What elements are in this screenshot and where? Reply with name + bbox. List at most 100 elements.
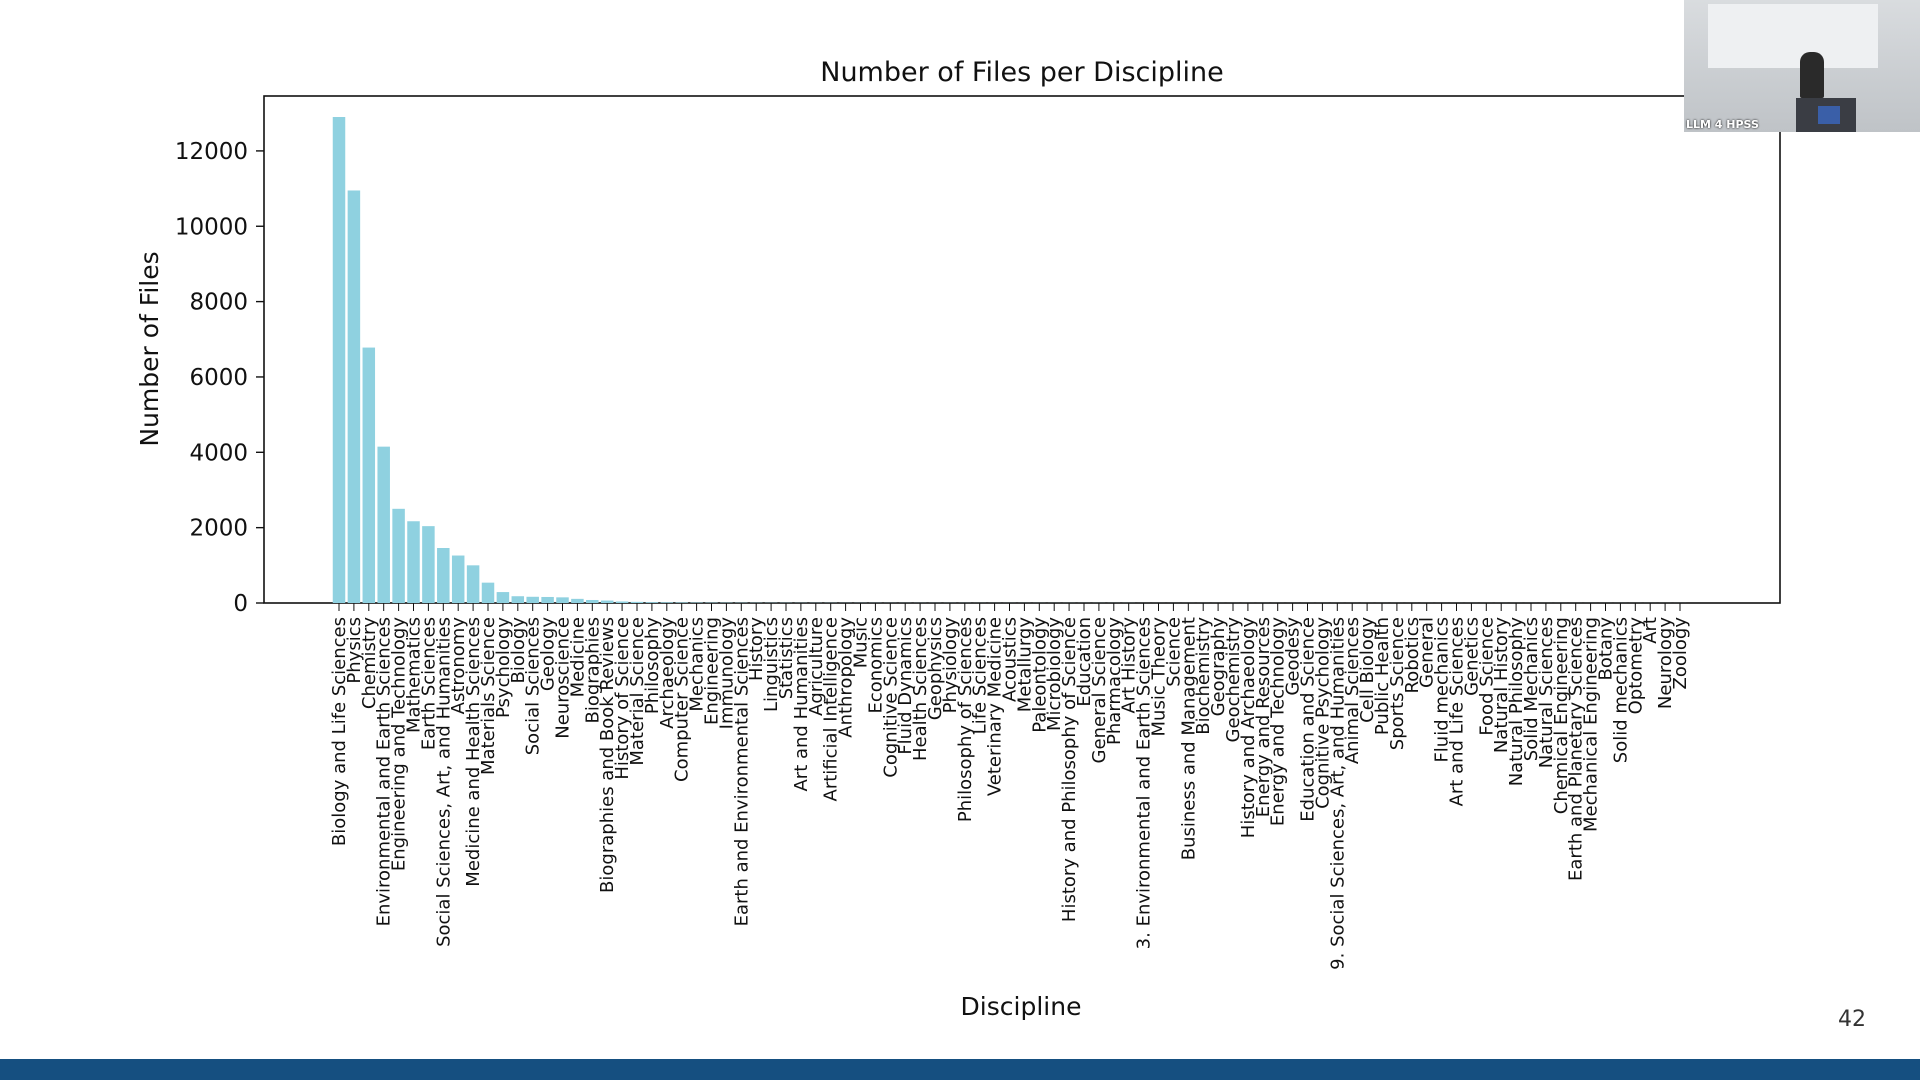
x-tick-label-9: Medicine and Health Sciences	[463, 617, 484, 887]
x-tick-label-50: Education	[1074, 617, 1095, 707]
x-tick-label-75: Art and Life Sciences	[1447, 617, 1468, 806]
x-tick-label-46: Metallurgy	[1014, 617, 1035, 713]
x-tick-label-78: Natural History	[1491, 617, 1512, 753]
x-tick-label-36: Economics	[865, 617, 886, 714]
x-tick-label-51: General Science	[1089, 617, 1110, 763]
x-tick-label-90: Zoology	[1670, 617, 1691, 690]
x-tick-label-17: Biographies	[582, 617, 603, 724]
x-tick-label-14: Geology	[538, 617, 559, 691]
bar-7	[437, 548, 450, 603]
x-tick-label-80: Solid Mechanics	[1521, 617, 1542, 761]
x-tick-label-7: Social Sciences, Art, and Humanities	[433, 617, 454, 947]
x-tick-label-20: Material Science	[627, 617, 648, 766]
x-tick-label-62: Energy and Resources	[1253, 617, 1274, 817]
x-tick-label-71: Sports Science	[1387, 617, 1408, 750]
x-tick-label-49: History and Philosophy of Science	[1059, 617, 1080, 922]
bar-12	[511, 596, 525, 603]
x-tick-label-86: Solid mechanics	[1610, 617, 1631, 763]
x-tick-label-1: Physics	[344, 617, 365, 684]
x-tick-label-59: Geography	[1208, 617, 1229, 717]
x-tick-label-82: Chemical Engineering	[1551, 617, 1572, 814]
bars-group	[332, 117, 1687, 603]
x-tick-label-88: Art	[1640, 617, 1661, 644]
webcam-podium-logo	[1818, 106, 1840, 124]
bar-9	[466, 565, 480, 603]
x-tick-label-22: Archaeology	[657, 617, 678, 729]
y-axis-label: Number of Files	[135, 251, 164, 446]
x-tick-label-8: Astronomy	[448, 617, 469, 715]
x-tick-label-45: Acoustics	[1000, 617, 1021, 702]
x-tick-label-35: Music	[851, 617, 872, 668]
x-tick-label-11: Psychology	[493, 617, 514, 718]
x-tick-label-66: Cognitive Psychology	[1312, 617, 1333, 809]
x-tick-label-56: Science	[1163, 617, 1184, 687]
x-tick-label-16: Medicine	[567, 617, 588, 697]
x-axis-label: Discipline	[961, 992, 1082, 1021]
bar-2	[362, 347, 376, 603]
x-tick-label-37: Cognitive Science	[880, 617, 901, 778]
bar-10	[481, 582, 495, 603]
x-tick-label-77: Food Science	[1476, 617, 1497, 736]
x-tick-label-58: Biochemistry	[1193, 617, 1214, 735]
bar-14	[541, 596, 554, 603]
x-tick-label-70: Public Health	[1372, 617, 1393, 735]
y-tick-label-4: 8000	[189, 290, 248, 316]
x-tick-label-69: Cell Biology	[1357, 617, 1378, 723]
x-tick-label-23: Computer Science	[672, 617, 693, 782]
x-tick-label-12: Biology	[508, 617, 529, 684]
x-tick-label-18: Biographies and Book Reviews	[597, 617, 618, 893]
x-tick-label-55: Music Theory	[1149, 617, 1170, 737]
y-tick-label-1: 2000	[189, 516, 248, 542]
bar-0	[332, 117, 346, 603]
x-tick-label-74: Fluid mechanics	[1432, 617, 1453, 763]
x-tick-label-63: Energy and Technology	[1268, 617, 1289, 827]
x-tick-label-34: Anthropology	[836, 617, 857, 738]
plot-frame	[263, 95, 1781, 604]
x-tick-label-33: Artificial Intelligence	[821, 617, 842, 802]
x-tick-label-42: Philosophy of Sciences	[955, 617, 976, 822]
x-tick-label-65: Education and Science	[1298, 617, 1319, 822]
x-tick-label-64: Geodesy	[1283, 617, 1304, 696]
y-tick-label-5: 10000	[175, 214, 248, 240]
x-tick-label-4: Engineering and Technology	[389, 617, 410, 871]
page-number: 42	[1838, 1007, 1866, 1032]
bar-8	[451, 555, 465, 603]
webcam-overlay: LLM 4 HPSS	[1684, 0, 1920, 132]
x-tick-label-19: History of Science	[612, 617, 633, 780]
bar-22	[660, 602, 674, 603]
bar-17	[586, 599, 599, 603]
x-tick-label-28: History	[746, 617, 767, 681]
x-tick-label-83: Earth and Planetary Sciences	[1566, 617, 1587, 881]
x-tick-label-81: Natural Sciences	[1536, 617, 1557, 768]
y-tick-label-3: 6000	[189, 365, 248, 391]
x-tick-label-48: Microbiology	[1044, 617, 1065, 731]
x-tick-label-32: Agriculture	[806, 617, 827, 716]
bar-15	[556, 597, 569, 603]
webcam-speaker	[1800, 52, 1824, 98]
x-tick-label-68: Animal Sciences	[1342, 617, 1363, 764]
webcam-label: LLM 4 HPSS	[1686, 118, 1759, 131]
x-tick-label-2: Chemistry	[359, 617, 380, 709]
x-tick-label-27: Earth and Environmental Sciences	[731, 617, 752, 926]
x-tick-label-0: Biology and Life Sciences	[329, 617, 350, 846]
x-tick-label-72: Robotics	[1402, 617, 1423, 693]
bar-3	[377, 446, 390, 603]
x-tick-label-41: Physiology	[940, 617, 961, 714]
footer-bar	[0, 1059, 1920, 1080]
bar-20	[630, 601, 644, 603]
x-tick-label-24: Mechanics	[687, 617, 708, 712]
x-tick-label-60: Geochemistry	[1223, 617, 1244, 743]
x-tick-label-73: General	[1417, 617, 1438, 688]
x-tick-label-43: Life Sciences	[970, 617, 991, 734]
bar-21	[645, 602, 659, 603]
x-tick-label-40: Geophysics	[925, 617, 946, 720]
x-tick-label-76: Genetics	[1461, 617, 1482, 696]
x-tick-label-52: Pharmacology	[1104, 617, 1125, 745]
bar-4	[392, 508, 405, 603]
bar-1	[347, 190, 361, 603]
x-tick-label-29: Linguistics	[761, 617, 782, 712]
x-tick-label-3: Environmental and Earth Sciences	[374, 617, 395, 926]
x-tick-label-10: Materials Science	[478, 617, 499, 775]
bar-18	[600, 600, 614, 603]
